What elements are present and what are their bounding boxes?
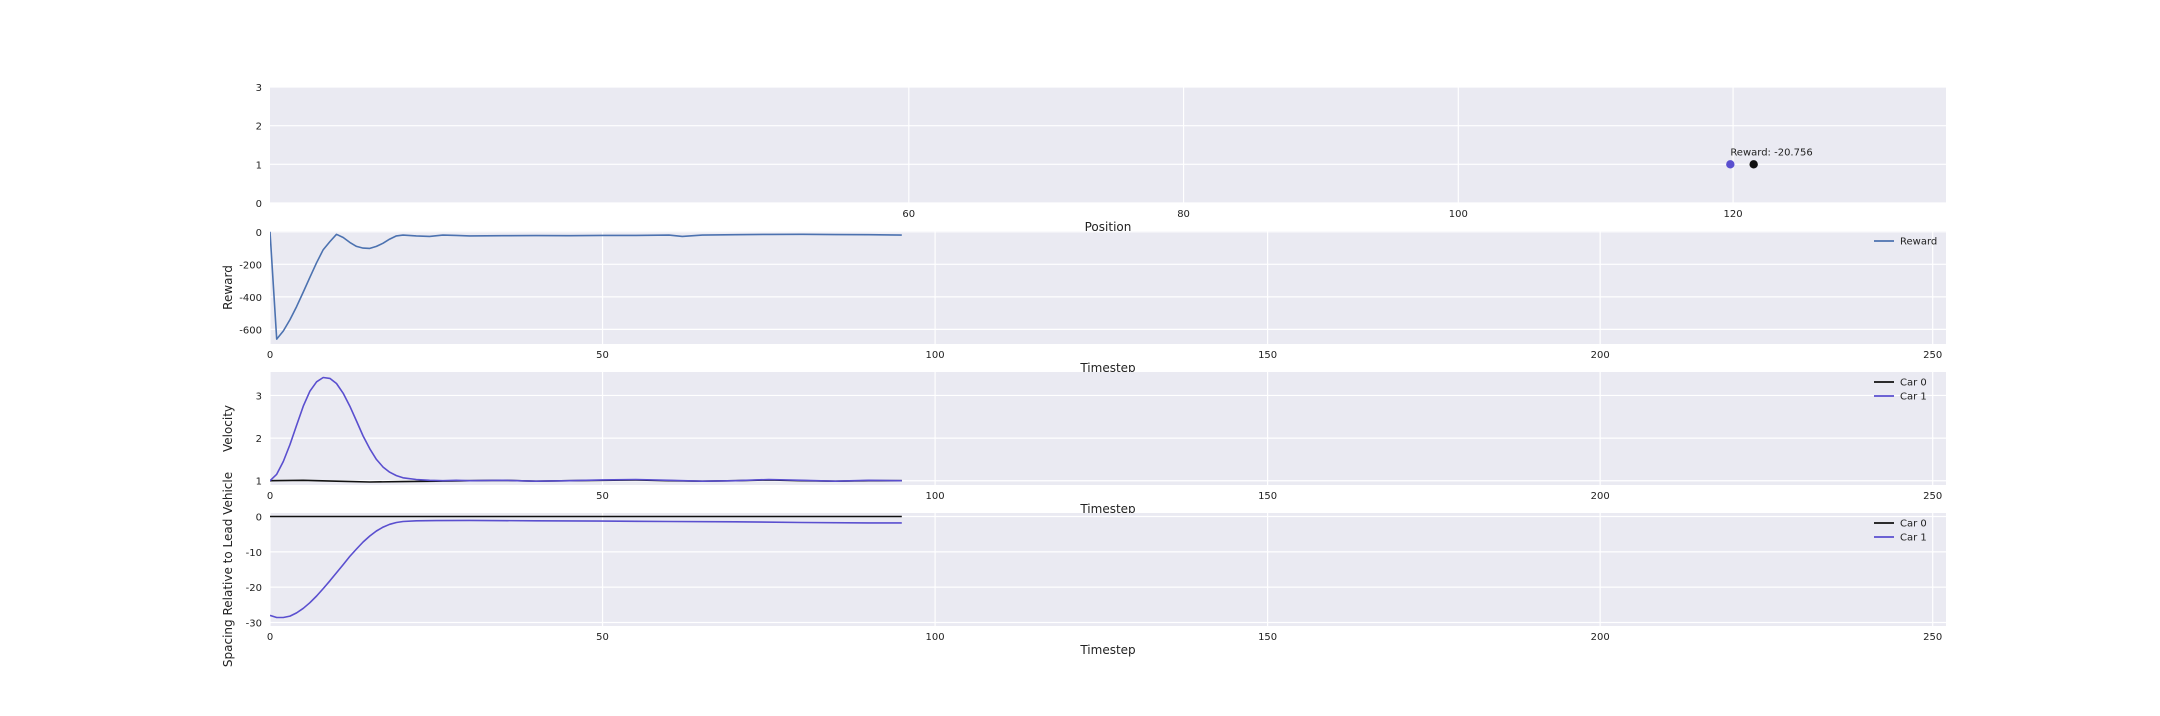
x-tick-label: 100 (1449, 209, 1468, 220)
x-tick-label: 50 (596, 632, 609, 643)
x-tick-label: 200 (1591, 632, 1610, 643)
x-tick-label: 200 (1591, 491, 1610, 502)
x-tick-label: 250 (1923, 632, 1942, 643)
y-tick-label: 0 (256, 199, 262, 210)
series-group (270, 231, 902, 340)
legend-label: Car 0 (1900, 519, 1927, 530)
x-tick-label: 150 (1258, 350, 1277, 361)
x-tick-label: 120 (1724, 209, 1743, 220)
y-tick-label: 0 (256, 228, 262, 239)
x-tick-label: 50 (596, 491, 609, 502)
y-tick-label: 1 (256, 160, 262, 171)
y-tick-label: 3 (256, 391, 262, 402)
y-axis-label: Velocity (221, 405, 235, 452)
reward-annotation: Reward: -20.756 (1730, 148, 1812, 159)
plot-area-1 (270, 87, 1946, 203)
series-line-car-1 (270, 519, 902, 619)
legend: Car 0 Car 1 (1874, 519, 1927, 544)
x-tick-label: 80 (1177, 209, 1190, 220)
series-line-car-1 (270, 376, 902, 483)
series-group (270, 376, 902, 483)
x-tick-label: 150 (1258, 491, 1277, 502)
x-tick-label: 100 (926, 632, 945, 643)
car-position-point-0 (1726, 160, 1735, 169)
subplot-4: 0 50 100 150 200 2500-10-20-30TimestepSpacing… (221, 472, 1946, 667)
legend: Car 0 Car 1 (1874, 378, 1927, 403)
plot-area-2 (270, 231, 1946, 344)
x-tick-label: 150 (1258, 632, 1277, 643)
x-axis-label: Timestep (1079, 361, 1135, 375)
series-line-reward (270, 231, 902, 340)
x-tick-label: 200 (1591, 350, 1610, 361)
y-tick-label: 3 (256, 83, 262, 94)
y-tick-label: -200 (239, 260, 262, 271)
x-tick-label: 0 (267, 350, 273, 361)
y-tick-label: 0 (256, 513, 262, 524)
x-axis-label: Position (1085, 220, 1132, 234)
x-axis-label: Timestep (1079, 643, 1135, 657)
legend-label: Car 0 (1900, 378, 1927, 389)
x-tick-label: 50 (596, 350, 609, 361)
legend: Reward (1874, 237, 1937, 248)
plot-area-4 (270, 513, 1946, 626)
x-tick-label: 250 (1923, 350, 1942, 361)
y-tick-label: 1 (256, 477, 262, 488)
legend-label: Car 1 (1900, 392, 1927, 403)
x-tick-label: 0 (267, 491, 273, 502)
y-tick-label: -10 (246, 548, 262, 559)
y-axis-label: Spacing Relative to Lead Vehicle (221, 472, 235, 667)
x-tick-label: 100 (926, 350, 945, 361)
plot-area-3 (270, 372, 1946, 485)
x-tick-label: 0 (267, 632, 273, 643)
x-axis-label: Timestep (1079, 502, 1135, 516)
series-group (270, 515, 902, 619)
y-tick-label: -20 (246, 583, 262, 594)
subplot-1: 60 80 100 120 0 1 2 3 Position Reward: -20.756 (256, 83, 1946, 234)
y-tick-label: 2 (256, 434, 262, 445)
y-tick-label: -600 (239, 325, 262, 336)
y-tick-label: -30 (246, 618, 262, 629)
subplot-2: 0 50 100 150 200 250 0 -200 -400 -600 Timestep Rewa… (221, 228, 1946, 375)
legend-label: Reward (1900, 237, 1937, 248)
x-tick-label: 250 (1923, 491, 1942, 502)
x-tick-label: 60 (902, 209, 915, 220)
legend-label: Car 1 (1900, 533, 1927, 544)
y-axis-label: Reward (221, 265, 235, 310)
y-tick-label: -400 (239, 293, 262, 304)
car-position-point-1 (1749, 160, 1758, 169)
y-tick-label: 2 (256, 122, 262, 133)
x-tick-label: 100 (926, 491, 945, 502)
